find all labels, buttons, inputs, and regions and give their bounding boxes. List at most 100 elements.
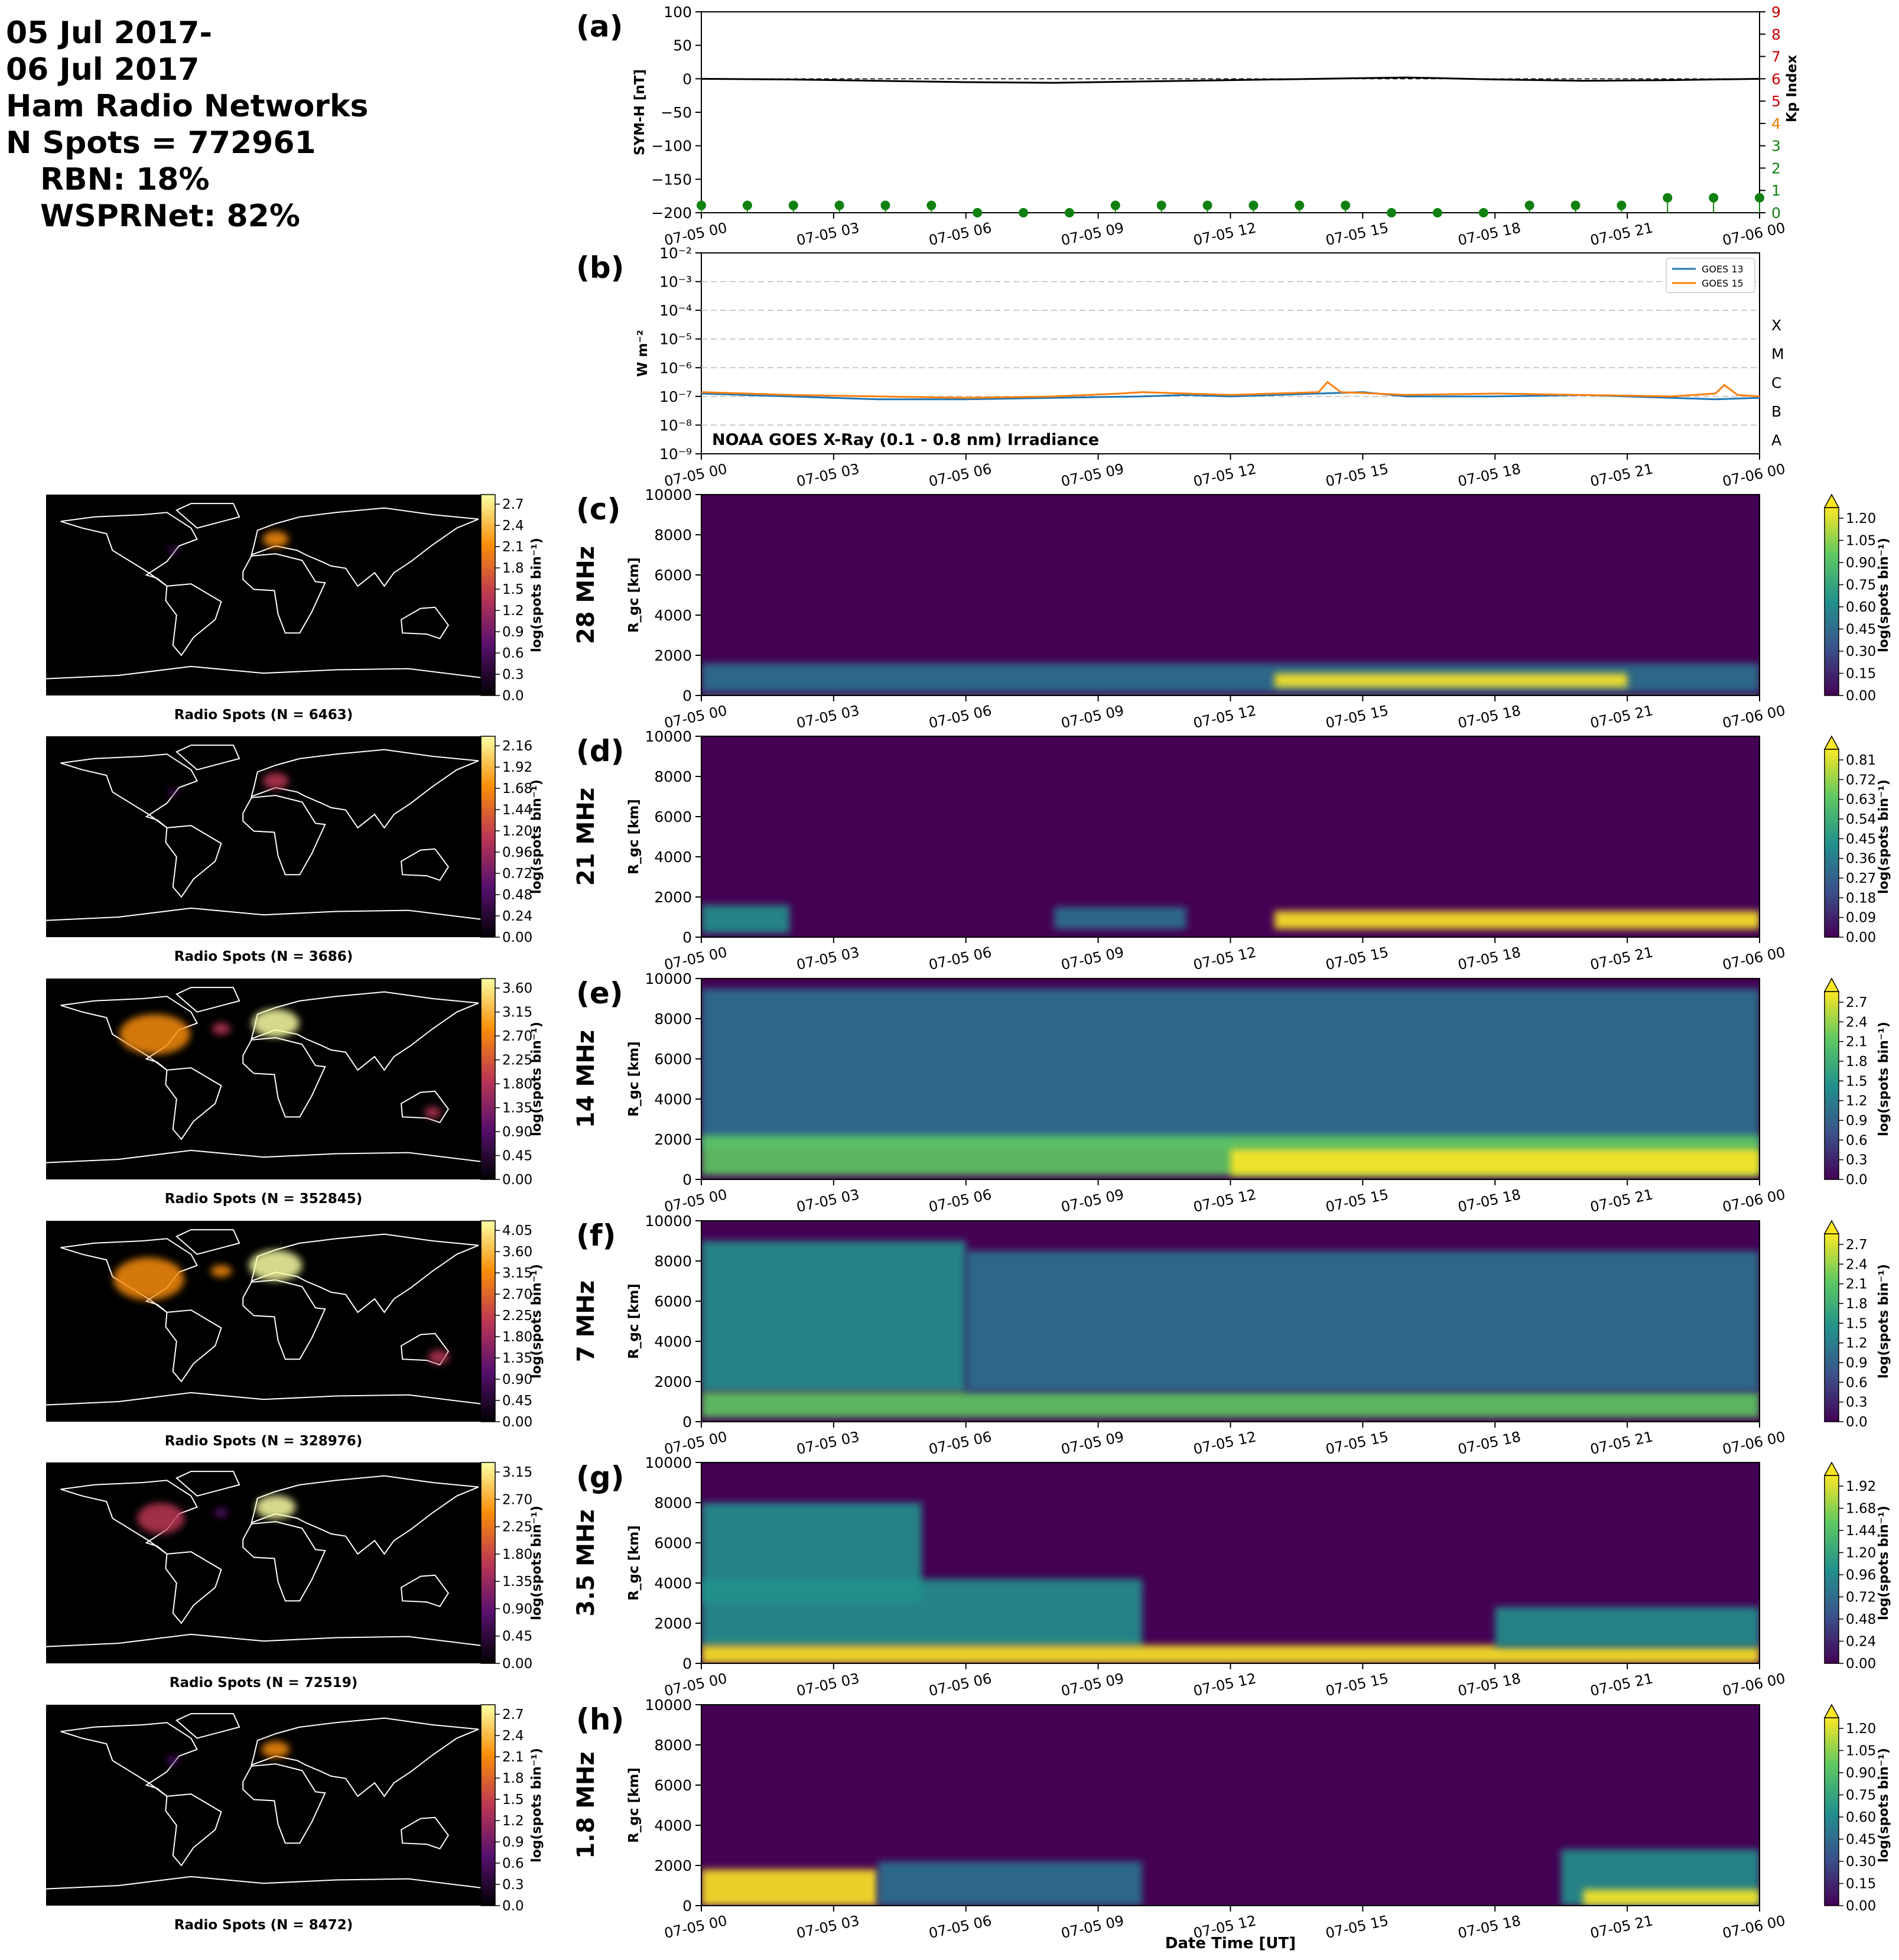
cbar-tick-label: 2.4 (1846, 1257, 1868, 1272)
cbar-tick-label: 0.6 (1846, 1375, 1868, 1390)
wsprnet-share: WSPRNet: 82% (40, 199, 300, 234)
coastline-australia (401, 1090, 450, 1123)
x-tick-label-b: 07-05 09 (1059, 460, 1125, 490)
cbar-tick-label: 0.81 (1846, 753, 1876, 768)
coastline-europe-asia (251, 1475, 479, 1555)
x-tick-label-a: 07-05 15 (1324, 219, 1390, 249)
cbar-tick-label: 0.96 (1846, 1568, 1876, 1583)
coastline-south-america (165, 1793, 222, 1867)
y-tick-label: 10⁻² (659, 245, 692, 262)
figure-header: 05 Jul 2017- 06 Jul 2017 Ham Radio Netwo… (6, 15, 538, 235)
y-tick-label: 2000 (654, 889, 692, 906)
kp-marker (1202, 200, 1212, 210)
y-tick-label: 8000 (654, 526, 692, 544)
map-cbar-tick-label: 0.6 (502, 1856, 524, 1871)
spot-density (212, 1023, 231, 1035)
y-tick-label: 0 (682, 1413, 692, 1431)
cbar-extend-arrow (1823, 1704, 1840, 1718)
coastline-antarctica (45, 1633, 482, 1647)
x-tick-label-(f): 07-05 09 (1059, 1428, 1125, 1458)
cbar-tick-label: 1.20 (1846, 1546, 1876, 1561)
map-cbar-tick-label: 2.70 (502, 1029, 532, 1044)
x-tick-label-(h): 07-05 06 (927, 1912, 993, 1942)
panel-label: (d) (576, 734, 625, 768)
map-cbar-tick-label: 0.3 (502, 667, 524, 682)
x-tick-label-(f): 07-06 00 (1721, 1428, 1787, 1458)
x-tick-label-(g): 07-05 21 (1589, 1670, 1654, 1699)
cbar-tick-label: 0.18 (1846, 890, 1876, 906)
spot-density (167, 1756, 179, 1766)
y-tick-label: 10000 (645, 1454, 692, 1471)
cbar-label: log(spots bin⁻¹) (1877, 1506, 1891, 1620)
x-tick-label-(d): 07-05 18 (1456, 944, 1522, 973)
map-label: Radio Spots (N = 352845) (165, 1191, 363, 1207)
map-cbar-tick-label: 0.0 (502, 688, 524, 704)
spot-density (424, 1106, 441, 1119)
heatmap-cells (701, 1241, 1760, 1418)
y-tick-label: −100 (651, 138, 692, 155)
x-tick-label-b: 07-05 06 (927, 460, 993, 490)
map-cbar-tick-label: 2.70 (502, 1287, 532, 1302)
cbar-tick-label: 2.1 (1846, 1277, 1868, 1292)
cbar-tick-label: 1.5 (1846, 1316, 1868, 1331)
y-tick-label: 100 (664, 4, 692, 21)
map-cbar-label: log(spots bin⁻¹) (529, 1748, 544, 1863)
spot-density (249, 1250, 303, 1281)
x-tick-label-(f): 07-05 06 (927, 1428, 993, 1458)
heatmap-cells (701, 989, 1760, 1176)
x-tick-label-(f): 07-05 12 (1192, 1428, 1257, 1458)
x-tick-label-(e): 07-05 18 (1456, 1186, 1522, 1215)
heatmap-band (701, 694, 1760, 695)
map-background (46, 1462, 481, 1663)
map-cbar-tick-label: 0.00 (502, 930, 532, 945)
x-tick-label-(h): 07-05 00 (663, 1912, 729, 1942)
y-tick-label: 10000 (645, 1696, 692, 1714)
x-tick-label-a: 07-05 18 (1456, 219, 1522, 249)
coastline-europe-asia (251, 1717, 479, 1798)
cbar-tick-label: 2.1 (1846, 1035, 1868, 1050)
map-cbar-tick-label: 1.35 (502, 1351, 532, 1366)
x-tick-label-(e): 07-05 03 (795, 1186, 861, 1215)
y-tick-label: 2000 (654, 647, 692, 664)
panel-label: (h) (576, 1702, 624, 1737)
y-axis-label: R_gc [km] (626, 1525, 642, 1601)
map-cbar-label: log(spots bin⁻¹) (529, 1022, 544, 1136)
x-tick-label-(c): 07-05 21 (1589, 702, 1654, 732)
map-cbar-tick-label: 1.80 (502, 1547, 532, 1562)
cbar-tick-label: 0.45 (1846, 622, 1876, 638)
x-tick-label-(f): 07-05 03 (795, 1428, 861, 1458)
cbar-tick-label: 0.30 (1846, 644, 1876, 659)
y-tick-label: 4000 (654, 1091, 692, 1108)
map-label: Radio Spots (N = 6463) (174, 707, 353, 723)
map-cbar-tick-label: 3.60 (502, 1244, 532, 1260)
cbar-tick-label: 0.00 (1846, 930, 1876, 945)
coastline-africa (242, 1521, 326, 1602)
y-tick-label: 50 (673, 37, 692, 54)
map-label: Radio Spots (N = 328976) (165, 1434, 363, 1449)
coastline-greenland (175, 1229, 240, 1255)
map-cbar-tick-label: 2.25 (502, 1053, 532, 1068)
panel-g: Radio Spots (N = 72519) 0.00 0.45 0.90 1.35 1… (45, 1454, 1891, 1699)
x-tick-label-(g): 07-05 09 (1059, 1670, 1125, 1699)
coastline-greenland (175, 1713, 240, 1739)
x-tick-label-(g): 07-06 00 (1721, 1670, 1787, 1699)
x-tick-label-(e): 07-05 00 (663, 1186, 729, 1215)
heatmap-cells (701, 1849, 1760, 1906)
y-tick-label: 10000 (645, 486, 692, 503)
map-cbar-tick-label: 2.7 (502, 497, 524, 512)
cbar-extend-arrow (1823, 977, 1840, 992)
cbar-tick-label: 2.4 (1846, 1015, 1868, 1030)
chart-title: NOAA GOES X-Ray (0.1 - 0.8 nm) Irradianc… (712, 431, 1099, 449)
flare-class-label: A (1771, 431, 1781, 448)
spot-density (168, 788, 178, 796)
cbar-label: log(spots bin⁻¹) (1877, 779, 1891, 894)
heatmap-cells (701, 663, 1760, 695)
kp-tick-label: 1 (1771, 182, 1781, 199)
cbar-tick-label: 0.90 (1846, 1766, 1876, 1781)
panel-label: (e) (576, 976, 623, 1010)
map-cbar-tick-label: 2.25 (502, 1308, 532, 1324)
cbar-tick-label: 0.72 (1846, 772, 1876, 788)
heatmap-band (701, 989, 1760, 1149)
coastline-south-america (165, 825, 222, 898)
x-tick-label-(d): 07-05 21 (1589, 944, 1654, 973)
